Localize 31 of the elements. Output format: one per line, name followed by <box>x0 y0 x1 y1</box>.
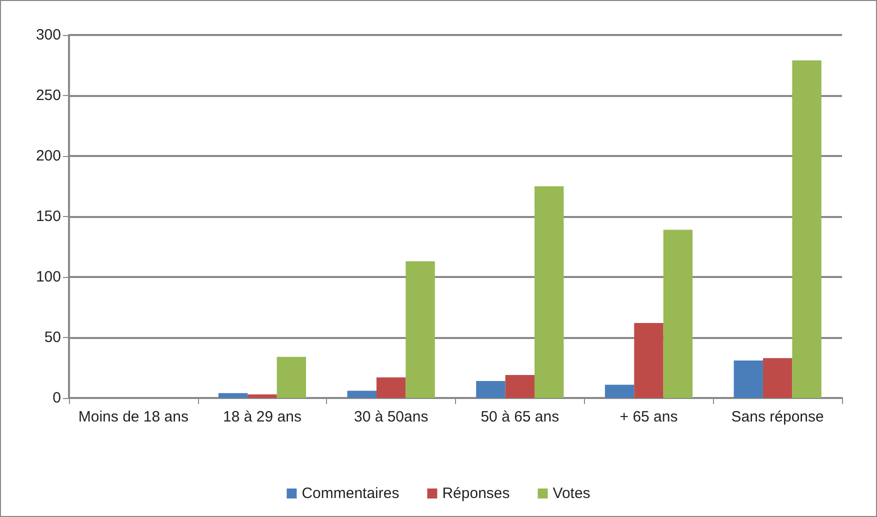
y-tick-label: 200 <box>36 148 61 164</box>
x-tick-label: 50 à 65 ans <box>480 408 560 426</box>
legend-label: Réponses <box>442 485 510 502</box>
bar <box>347 390 376 398</box>
x-tick-label: 30 à 50ans <box>354 408 428 426</box>
bar <box>534 186 564 398</box>
bar <box>476 381 506 398</box>
bar <box>376 377 406 398</box>
bar <box>663 230 693 398</box>
bar <box>604 384 634 398</box>
bar <box>792 60 822 398</box>
bar <box>276 356 306 398</box>
x-tick-label: Sans réponse <box>731 408 824 426</box>
bar <box>406 261 435 398</box>
bar <box>505 375 535 398</box>
bar <box>734 360 763 398</box>
y-tick-label: 300 <box>36 26 61 44</box>
legend-label: Commentaires <box>302 485 400 502</box>
y-tick-label: 50 <box>44 329 61 346</box>
bar <box>762 358 792 398</box>
x-tick-label: + 65 ans <box>620 408 678 426</box>
y-tick-label: 0 <box>52 390 61 406</box>
bar <box>218 393 248 398</box>
legend-label: Votes <box>552 485 590 502</box>
bar <box>634 322 664 398</box>
bar <box>248 394 277 398</box>
y-tick-label: 100 <box>36 268 61 286</box>
y-tick-label: 150 <box>36 208 61 225</box>
x-tick-label: Moins de 18 ans <box>78 408 188 426</box>
x-tick-label: 18 à 29 ans <box>223 408 302 426</box>
y-tick-label: 250 <box>36 87 61 104</box>
